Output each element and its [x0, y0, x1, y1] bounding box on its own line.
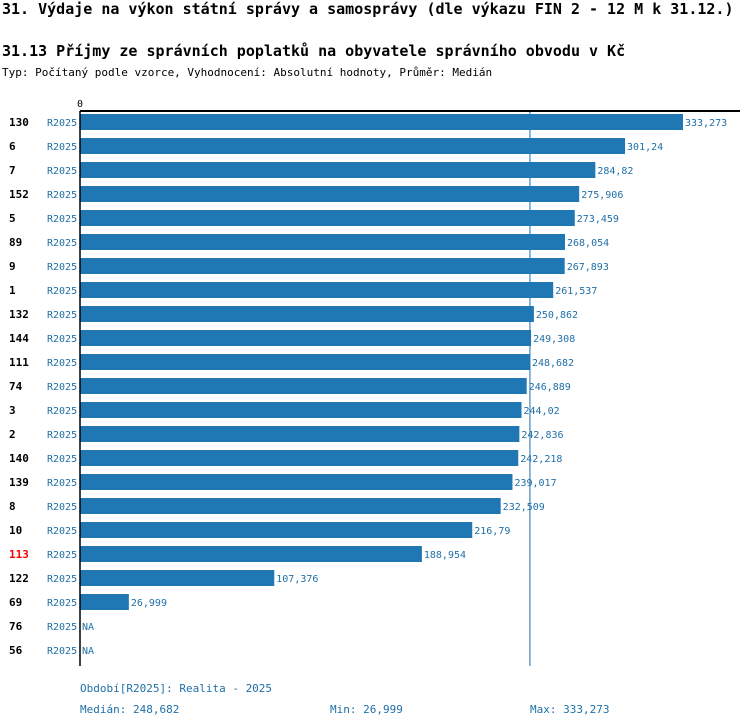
row-id-label: 56 [9, 644, 23, 657]
row-id-label: 69 [9, 596, 22, 609]
row-period-label: R2025 [47, 118, 77, 129]
bar-74 [80, 378, 527, 394]
row-period-label: R2025 [47, 238, 77, 249]
value-label-5: 273,459 [577, 214, 619, 225]
bar-152 [80, 186, 580, 202]
value-label-8: 232,509 [503, 502, 545, 513]
row-id-label: 1 [9, 284, 16, 297]
row-period-label: R2025 [47, 526, 77, 537]
bar-111 [80, 354, 530, 370]
row-id-label: 132 [9, 308, 29, 321]
value-label-111: 248,682 [532, 358, 574, 369]
row-period-label: R2025 [47, 502, 77, 513]
bar-113 [80, 546, 422, 562]
row-id-label: 8 [9, 500, 16, 513]
value-label-10: 216,79 [474, 526, 510, 537]
footer-period: Období[R2025]: Realita - 2025 [80, 682, 273, 695]
row-id-label: 5 [9, 212, 16, 225]
value-label-139: 239,017 [514, 478, 556, 489]
row-period-label: R2025 [47, 478, 77, 489]
value-label-130: 333,273 [685, 118, 727, 129]
row-period-label: R2025 [47, 166, 77, 177]
bar-139 [80, 474, 513, 490]
row-period-label: R2025 [47, 310, 77, 321]
value-label-56: NA [82, 646, 94, 657]
row-id-label: 9 [9, 260, 16, 273]
row-period-label: R2025 [47, 382, 77, 393]
row-id-label: 111 [9, 356, 29, 369]
row-period-label: R2025 [47, 334, 77, 345]
row-period-label: R2025 [47, 262, 77, 273]
value-label-113: 188,954 [424, 550, 466, 561]
value-label-144: 249,308 [533, 334, 575, 345]
value-label-152: 275,906 [581, 190, 623, 201]
row-period-label: R2025 [47, 358, 77, 369]
value-label-7: 284,82 [597, 166, 633, 177]
row-period-label: R2025 [47, 646, 77, 657]
chart-title: 31.13 Příjmy ze správních poplatků na ob… [2, 42, 626, 60]
row-period-label: R2025 [47, 190, 77, 201]
value-label-122: 107,376 [276, 574, 318, 585]
row-period-label: R2025 [47, 286, 77, 297]
row-id-label: 152 [9, 188, 29, 201]
bar-69 [80, 594, 129, 610]
row-period-label: R2025 [47, 598, 77, 609]
bar-2 [80, 426, 520, 442]
bar-144 [80, 330, 532, 346]
row-id-label: 89 [9, 236, 22, 249]
value-label-132: 250,862 [536, 310, 578, 321]
row-period-label: R2025 [47, 550, 77, 561]
bar-132 [80, 306, 534, 322]
row-id-label: 139 [9, 476, 29, 489]
row-id-label: 122 [9, 572, 29, 585]
value-label-89: 268,054 [567, 238, 609, 249]
footer-median: Medián: 248,682 [80, 703, 180, 716]
row-id-label: 130 [9, 116, 29, 129]
row-period-label: R2025 [47, 574, 77, 585]
bar-122 [80, 570, 275, 586]
bar-3 [80, 402, 522, 418]
bar-9 [80, 258, 565, 274]
row-period-label: R2025 [47, 622, 77, 633]
row-id-label: 3 [9, 404, 16, 417]
row-period-label: R2025 [47, 430, 77, 441]
value-label-140: 242,218 [520, 454, 562, 465]
row-id-label: 2 [9, 428, 16, 441]
value-label-3: 244,02 [524, 406, 560, 417]
row-id-label: 144 [9, 332, 29, 345]
value-label-1: 261,537 [555, 286, 597, 297]
bar-6 [80, 138, 626, 154]
row-id-label: 113 [9, 548, 29, 561]
row-id-label: 6 [9, 140, 16, 153]
row-id-label: 140 [9, 452, 29, 465]
bar-7 [80, 162, 596, 178]
row-id-label: 76 [9, 620, 23, 633]
value-label-6: 301,24 [627, 142, 663, 153]
bar-140 [80, 450, 519, 466]
footer-max: Max: 333,273 [530, 703, 610, 716]
value-label-9: 267,893 [567, 262, 609, 273]
row-period-label: R2025 [47, 454, 77, 465]
value-label-74: 246,889 [529, 382, 571, 393]
bar-1 [80, 282, 554, 298]
value-label-69: 26,999 [131, 598, 167, 609]
value-label-76: NA [82, 622, 94, 633]
page-title: 31. Výdaje na výkon státní správy a samo… [2, 0, 734, 18]
row-period-label: R2025 [47, 214, 77, 225]
bar-10 [80, 522, 473, 538]
bar-8 [80, 498, 501, 514]
bar-89 [80, 234, 565, 250]
footer-min: Min: 26,999 [330, 703, 403, 716]
row-id-label: 7 [9, 164, 16, 177]
row-period-label: R2025 [47, 406, 77, 417]
row-id-label: 10 [9, 524, 22, 537]
value-label-2: 242,836 [521, 430, 563, 441]
bar-5 [80, 210, 575, 226]
row-id-label: 74 [9, 380, 23, 393]
bar-130 [80, 114, 683, 130]
row-period-label: R2025 [47, 142, 77, 153]
chart-subtitle: Typ: Počítaný podle vzorce, Vyhodnocení:… [2, 66, 493, 79]
axis-zero-label: 0 [77, 99, 83, 110]
